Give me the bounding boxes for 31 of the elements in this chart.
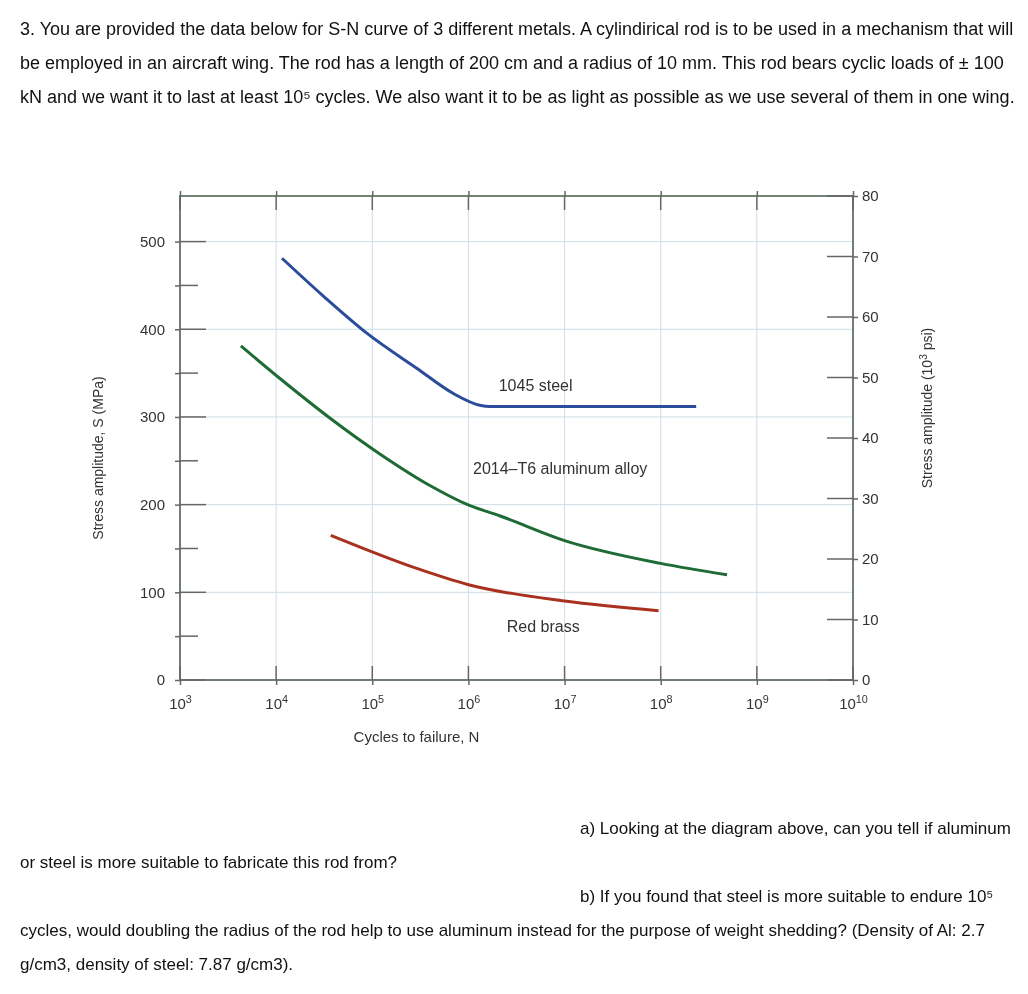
y-tick-label: 500	[139, 232, 165, 250]
series-label: 2014–T6 aluminum alloy	[473, 459, 648, 477]
y-tick-label: 100	[139, 583, 165, 601]
y-tick-label: 200	[139, 495, 165, 513]
x-tick-label: 10$^{5}$	[361, 692, 385, 712]
y2-tick-label: 30	[862, 489, 879, 507]
x-tick-label: 10$^{3}$	[169, 692, 192, 712]
y2-tick-label: 0	[862, 671, 871, 689]
y2-tick-label: 10	[862, 610, 879, 628]
y2-tick-label: 70	[862, 247, 879, 265]
x-tick-label: 10$^{6}$	[457, 692, 481, 712]
x-tick-label: 10$^{4}$	[265, 692, 288, 712]
y-axis-title: Stress amplitude, S (MPa)	[90, 376, 106, 540]
y-tick-label: 300	[139, 408, 165, 426]
chart-title: 3. You are provided the data below for S-N curve of 3 different metals. A cylindirical rod is to be used in a mechanism that will be employed in an aircraft wing. The rod has a length of 200 cm and a radius of 10 mm. This rod bears cyclic loads of ± 100 kN and we want it to last at least 10⁵ cycles. We also want it to be as light as possible as we use several of them in one wing.	[20, 18, 1015, 109]
series-label: 1045 steel	[498, 376, 573, 394]
x-axis-title: Cycles to failure, N	[353, 728, 480, 745]
y2-tick-label: 60	[862, 308, 879, 326]
x-tick-label: 10$^{10}$	[839, 692, 868, 712]
y2-tick-label: 80	[862, 187, 879, 205]
y2-tick-label: 50	[862, 368, 879, 386]
y2-tick-label: 40	[862, 429, 879, 447]
y-tick-label: 0	[156, 671, 165, 689]
y-tick-label: 400	[139, 320, 165, 338]
text: a) Looking at the diagram above, can you tell if aluminum or steel is more suitable to fabricate this rod from?	[20, 819, 1011, 872]
x-tick-label: 10$^{7}$	[553, 692, 577, 712]
x-tick-label: 10$^{9}$	[746, 692, 769, 712]
x-tick-label: 10$^{8}$	[649, 692, 673, 712]
series-label: Red brass	[506, 617, 580, 635]
text: b) If you found that steel is more suitable to endure 10⁵ cycles, would doubling the radius of the rod help to use aluminum instead for the purpose of weight shedding? (Density of Al: 2.7 g/cm3, density of steel: 7.87 g/cm3).	[20, 886, 995, 976]
y2-tick-label: 20	[862, 550, 879, 568]
